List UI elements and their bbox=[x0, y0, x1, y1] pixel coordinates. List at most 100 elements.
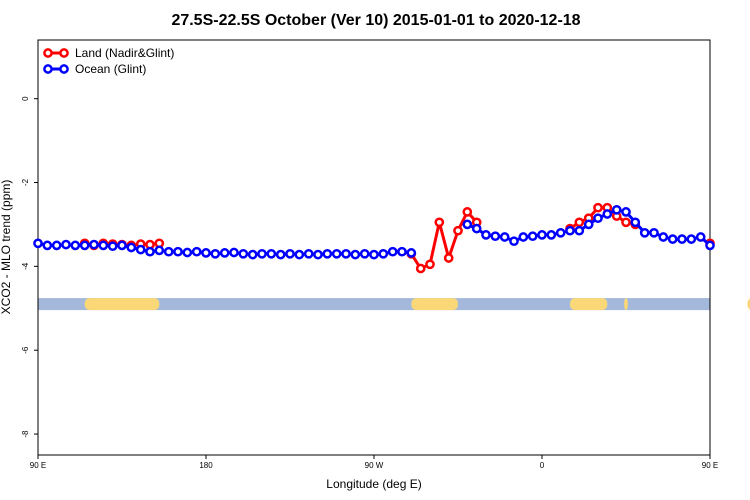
ocean-data-point bbox=[89, 239, 99, 250]
x-tick-label: 0 bbox=[540, 461, 545, 470]
legend-ocean-marker bbox=[59, 64, 69, 74]
land-data-point bbox=[453, 225, 463, 236]
ocean-data-point bbox=[313, 249, 323, 260]
ocean-data-point bbox=[201, 248, 211, 258]
ocean-data-point bbox=[406, 248, 417, 258]
ocean-data-point bbox=[79, 240, 90, 251]
ocean-data-point bbox=[537, 230, 547, 240]
legend-land-label: Land (Nadir&Glint) bbox=[75, 46, 174, 60]
ocean-data-point bbox=[546, 230, 557, 240]
ocean-data-point bbox=[163, 246, 174, 257]
ocean-data-point bbox=[593, 213, 603, 224]
x-tick-label: 180 bbox=[199, 461, 213, 470]
ocean-data-point bbox=[275, 249, 286, 260]
x-tick-label: 90 E bbox=[702, 461, 718, 470]
ocean-data-point bbox=[677, 234, 687, 244]
ocean-data-point bbox=[574, 225, 585, 236]
ocean-data-point bbox=[191, 246, 202, 257]
ocean-data-point bbox=[630, 217, 641, 228]
land-band-segment bbox=[84, 298, 160, 311]
ocean-data-point bbox=[98, 240, 109, 251]
ocean-data-point bbox=[583, 219, 594, 230]
land-data-point bbox=[621, 217, 631, 228]
ocean-data-point bbox=[378, 248, 389, 259]
legend: Land (Nadir&Glint) Ocean (Glint) bbox=[43, 46, 174, 76]
ocean-data-point bbox=[70, 240, 81, 251]
ocean-data-point bbox=[705, 240, 715, 251]
ocean-data-point bbox=[117, 240, 127, 251]
ocean-data-point bbox=[266, 248, 277, 259]
ocean-data-point bbox=[61, 239, 71, 250]
ocean-data-point bbox=[247, 249, 258, 260]
land-data-point bbox=[443, 253, 454, 263]
ocean-data-point bbox=[210, 248, 221, 259]
ocean-data-point bbox=[499, 232, 510, 242]
legend-ocean-label: Ocean (Glint) bbox=[75, 62, 146, 76]
legend-ocean-marker bbox=[43, 64, 53, 74]
land-band-segment bbox=[624, 298, 628, 311]
ocean-data-point bbox=[611, 204, 622, 215]
ocean-data-point bbox=[509, 236, 519, 247]
ocean-data-point bbox=[621, 207, 631, 217]
land-band-segment bbox=[570, 298, 608, 311]
ocean-data-point bbox=[135, 244, 146, 255]
y-tick-label: -2 bbox=[21, 178, 30, 186]
ocean-data-point bbox=[481, 230, 491, 240]
ocean-data-point bbox=[397, 246, 407, 257]
legend-land-marker bbox=[43, 48, 53, 58]
ocean-data-point bbox=[639, 227, 650, 238]
series-layer bbox=[33, 202, 715, 274]
ocean-data-point bbox=[350, 249, 361, 260]
ocean-data-point bbox=[387, 246, 398, 257]
x-tick-label: 90 W bbox=[365, 461, 384, 470]
x-axis-label: Longitude (deg E) bbox=[326, 477, 421, 491]
land-band-segment bbox=[747, 298, 750, 310]
ocean-data-point bbox=[518, 232, 529, 242]
land-data-point bbox=[415, 263, 426, 274]
x-tick-label: 90 E bbox=[30, 461, 46, 470]
ocean-data-point bbox=[369, 249, 379, 260]
y-tick-label: 0 bbox=[21, 96, 30, 101]
ocean-data-point bbox=[294, 249, 305, 260]
ocean-data-point bbox=[182, 247, 193, 258]
ocean-data-point bbox=[257, 248, 267, 259]
land-data-point bbox=[425, 259, 435, 270]
ocean-data-point bbox=[359, 248, 370, 259]
ocean-data-point bbox=[658, 232, 669, 242]
ocean-data-point bbox=[341, 248, 351, 259]
ocean-data-point bbox=[145, 246, 155, 257]
ocean-data-point bbox=[42, 240, 53, 251]
ocean-data-point bbox=[565, 225, 575, 236]
ocean-data-point bbox=[51, 240, 62, 251]
ocean-data-point bbox=[285, 248, 295, 259]
land-data-point bbox=[462, 207, 473, 217]
surface-band bbox=[38, 298, 750, 311]
ocean-data-point bbox=[527, 231, 538, 242]
ocean-data-point bbox=[219, 248, 230, 258]
ocean-data-point bbox=[238, 248, 249, 259]
y-tick-label: -8 bbox=[21, 430, 30, 438]
ocean-data-point bbox=[229, 247, 239, 258]
ocean-data-point bbox=[331, 248, 342, 259]
legend-land-marker bbox=[59, 48, 69, 58]
ocean-data-point bbox=[462, 219, 473, 230]
y-axis: 0 -2 -4 -6 -8 bbox=[21, 96, 38, 438]
ocean-data-point bbox=[173, 246, 183, 257]
ocean-band bbox=[38, 298, 710, 311]
ocean-data-point bbox=[555, 227, 566, 238]
y-axis-label: XCO2 - MLO trend (ppm) bbox=[0, 180, 13, 315]
ocean-data-point bbox=[649, 227, 659, 238]
land-data-point bbox=[593, 202, 603, 213]
ocean-data-point bbox=[686, 234, 697, 244]
ocean-data-point bbox=[303, 248, 314, 259]
ocean-data-point bbox=[490, 231, 501, 242]
ocean-data-point bbox=[154, 245, 165, 256]
land-data-point bbox=[434, 217, 445, 228]
ocean-data-point bbox=[322, 248, 333, 259]
ocean-data-point bbox=[471, 223, 482, 234]
y-tick-label: -6 bbox=[21, 346, 30, 354]
ocean-data-point bbox=[107, 241, 118, 252]
y-tick-label: -4 bbox=[21, 262, 30, 270]
ocean-data-point bbox=[695, 232, 706, 242]
land-band-segment bbox=[411, 298, 458, 311]
